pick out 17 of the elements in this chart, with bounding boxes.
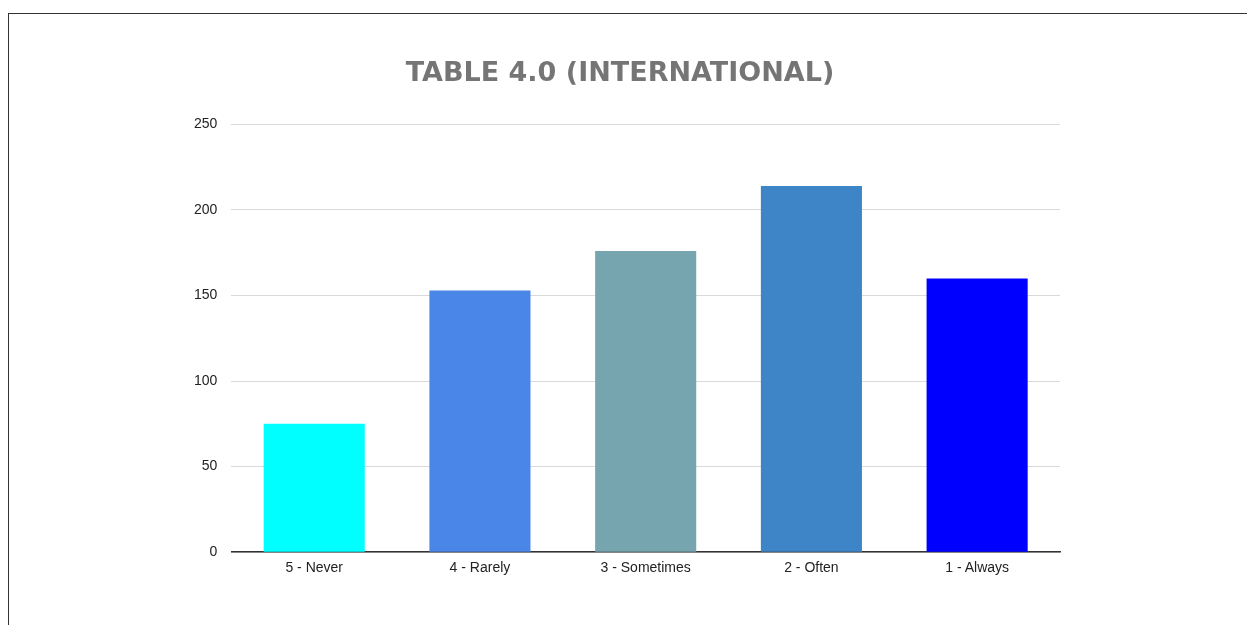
bar [926,278,1028,552]
chart-title: TABLE 4.0 (INTERNATIONAL) [405,56,835,88]
x-tick-label: 2 - Often [784,559,839,576]
y-tick-label: 200 [194,200,218,217]
bar [595,251,697,552]
x-tick-label: 1 - Always [945,559,1010,576]
x-tick-label: 5 - Never [285,559,344,576]
bar [429,290,531,552]
y-tick-label: 250 [194,115,218,132]
bar [760,186,862,552]
bar [263,423,365,552]
x-tick-label: 3 - Sometimes [600,559,691,576]
y-tick-label: 0 [209,543,218,560]
y-tick-label: 150 [194,286,218,303]
y-tick-label: 50 [201,457,218,474]
y-tick-label: 100 [194,371,218,388]
x-tick-label: 4 - Rarely [449,559,511,576]
